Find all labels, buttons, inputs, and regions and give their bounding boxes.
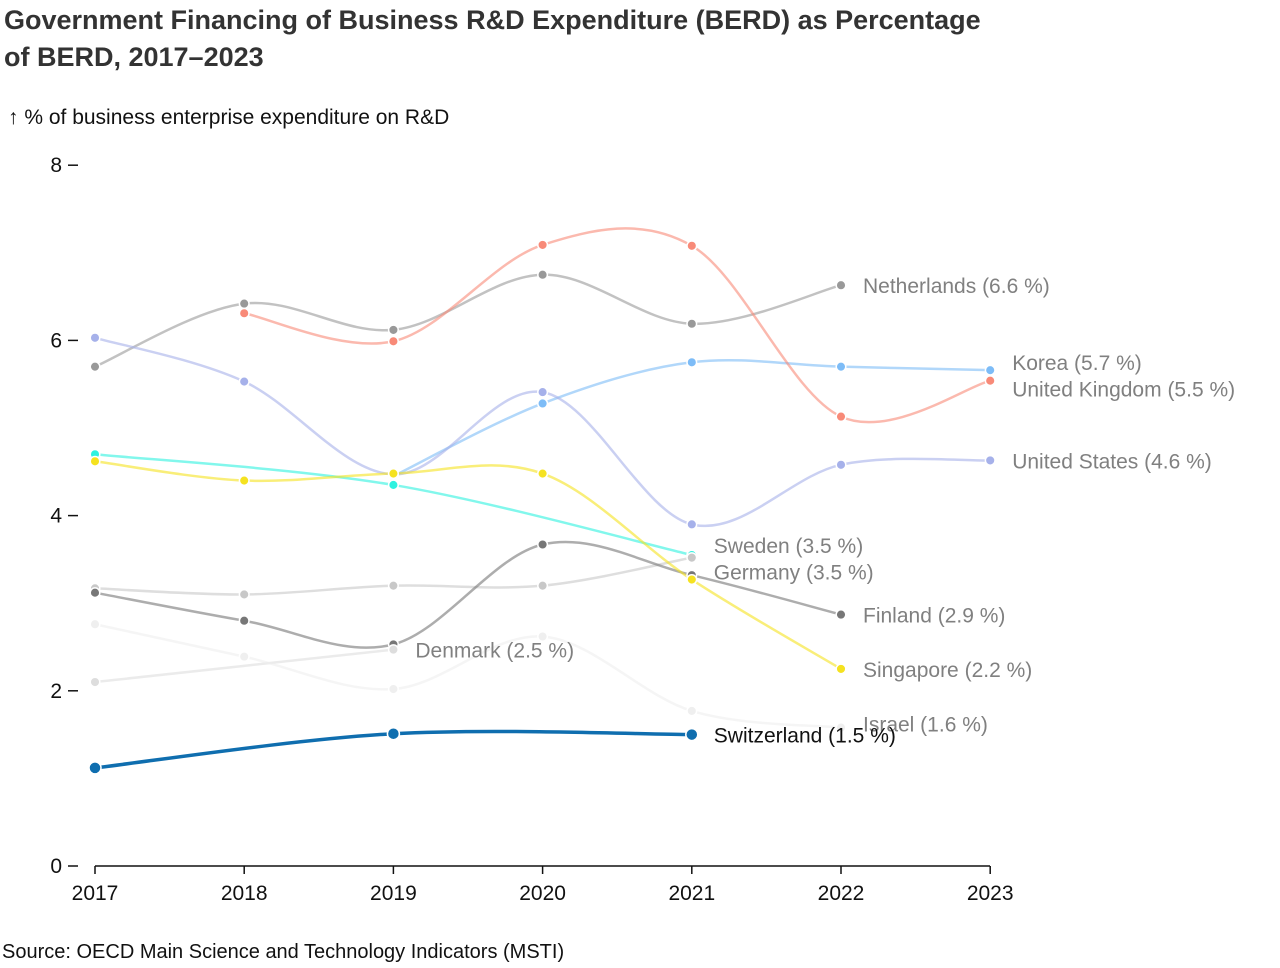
- line-chart: 2017 2018 2019 2020 2021 2022 2023 0 2 4 6 8 Nether…: [50, 154, 1235, 905]
- y-tick-label: 6: [50, 329, 62, 352]
- data-point-germany: [238, 588, 250, 600]
- data-point-netherlands: [238, 298, 250, 310]
- source-note: Source: OECD Main Science and Technology…: [2, 941, 565, 963]
- x-tick-label: 2022: [818, 882, 865, 905]
- data-point-united-states: [89, 332, 101, 344]
- data-point-israel: [537, 630, 549, 643]
- y-tick-label: 2: [50, 680, 62, 703]
- data-point-singapore: [238, 475, 250, 487]
- data-point-finland: [238, 615, 250, 627]
- data-point-korea: [835, 361, 847, 373]
- series-label-netherlands: Netherlands (6.6 %): [863, 275, 1050, 298]
- series-line-united-kingdom: [243, 227, 991, 424]
- y-tick-label: 0: [50, 855, 62, 878]
- data-point-singapore: [686, 573, 698, 586]
- data-point-united-states: [835, 459, 847, 471]
- series-line-finland: [94, 540, 842, 649]
- series-label-finland: Finland (2.9 %): [863, 605, 1005, 628]
- chart-title: Government Financing of Business R&D Exp…: [4, 5, 981, 72]
- data-point-united-states: [537, 386, 549, 398]
- data-point-denmark: [387, 644, 399, 656]
- data-point-singapore: [537, 468, 549, 480]
- data-point-united-kingdom: [984, 375, 996, 387]
- data-point-finland: [89, 587, 101, 599]
- data-point-israel: [89, 618, 101, 630]
- data-point-israel: [835, 722, 847, 734]
- series-points: [88, 239, 996, 775]
- data-point-switzerland: [386, 726, 401, 741]
- data-point-israel: [387, 683, 399, 695]
- data-point-singapore: [835, 663, 847, 675]
- data-point-finland: [537, 538, 549, 551]
- data-point-denmark: [89, 676, 101, 688]
- series-label-switzerland: Switzerland (1.5 %): [714, 725, 896, 748]
- data-point-united-states: [238, 376, 250, 388]
- data-point-germany: [537, 580, 549, 592]
- data-point-israel: [686, 705, 698, 717]
- data-point-singapore: [387, 468, 399, 480]
- series-label-singapore: Singapore (2.2 %): [863, 659, 1032, 682]
- data-point-netherlands: [835, 279, 847, 291]
- y-axis-label: ↑ % of business enterprise expenditure o…: [8, 106, 450, 129]
- data-point-united-kingdom: [686, 240, 698, 252]
- data-point-korea: [537, 397, 549, 410]
- x-tick-label: 2023: [967, 882, 1014, 905]
- series-label-israel: Israel (1.6 %): [863, 714, 988, 737]
- y-tick-label: 8: [50, 154, 62, 177]
- data-point-united-kingdom: [835, 411, 847, 423]
- x-tick-label: 2017: [72, 882, 119, 905]
- data-point-united-kingdom: [537, 239, 549, 251]
- data-point-netherlands: [686, 318, 698, 330]
- x-tick-label: 2019: [370, 882, 417, 905]
- data-point-germany: [387, 580, 399, 592]
- data-point-switzerland: [88, 761, 102, 775]
- data-point-switzerland: [685, 727, 699, 742]
- data-point-netherlands: [537, 269, 549, 281]
- data-point-korea: [984, 364, 996, 376]
- x-tick-label: 2020: [519, 882, 566, 905]
- series-line-singapore: [94, 460, 842, 670]
- data-point-united-kingdom: [238, 307, 250, 319]
- x-tick-label: 2021: [668, 882, 715, 905]
- data-point-germany: [686, 552, 698, 564]
- series-lines: [94, 227, 991, 770]
- series-label-united-kingdom: United Kingdom (5.5 %): [1012, 379, 1235, 402]
- data-point-singapore: [89, 455, 101, 467]
- x-tick-label: 2018: [221, 882, 268, 905]
- data-point-israel: [238, 651, 250, 663]
- series-line-netherlands: [94, 273, 842, 368]
- series-label-germany: Germany (3.5 %): [714, 562, 874, 585]
- data-point-korea: [686, 356, 698, 368]
- y-tick-label: 4: [50, 505, 62, 528]
- series-label-sweden: Sweden (3.5 %): [714, 535, 863, 558]
- series-line-israel: [94, 623, 842, 729]
- data-point-sweden: [387, 479, 399, 491]
- data-point-netherlands: [89, 361, 101, 373]
- data-point-united-states: [984, 454, 996, 466]
- series-label-denmark: Denmark (2.5 %): [415, 640, 574, 663]
- data-point-united-states: [686, 518, 698, 530]
- series-line-denmark: [94, 648, 394, 684]
- data-point-united-kingdom: [387, 335, 399, 347]
- data-point-netherlands: [387, 324, 399, 336]
- data-point-finland: [835, 609, 847, 621]
- series-label-united-states: United States (4.6 %): [1012, 450, 1212, 473]
- series-label-korea: Korea (5.7 %): [1012, 352, 1142, 375]
- series-labels: Netherlands (6.6 %) Korea (5.7 %) United K…: [415, 275, 1235, 747]
- axes: 2017 2018 2019 2020 2021 2022 2023 0 2 4 6 8: [50, 154, 1013, 905]
